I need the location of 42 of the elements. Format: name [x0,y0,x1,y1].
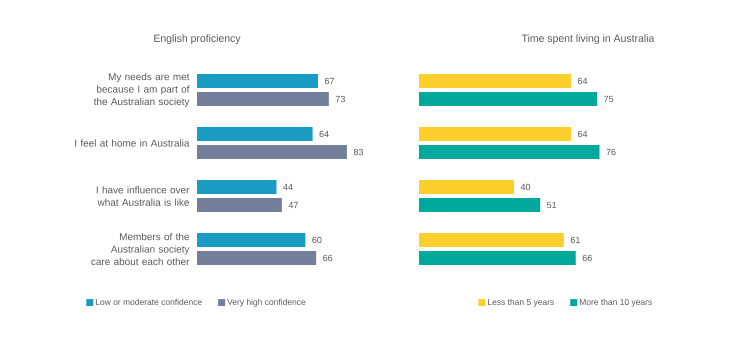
y-tick-label: I feel at home in Australia [75,139,190,147]
data-label: 60 [312,236,322,244]
bar [197,198,282,212]
bar [197,145,347,160]
data-label: 66 [582,254,592,262]
bar [197,251,316,266]
bar [197,180,276,194]
chart-title: English proficiency [154,34,241,44]
y-tick-label: I have influence over what Australia is like [96,186,190,206]
data-label: 67 [324,78,334,84]
y-tick-label: Members of the Australian society care about each other [91,232,190,266]
bar [419,232,564,247]
data-label: 64 [578,130,588,138]
bar [419,180,514,194]
bar [197,92,329,106]
bar [419,74,572,88]
bar [419,251,576,266]
data-label: 75 [604,96,614,102]
data-label: 40 [520,184,530,190]
y-tick-label: My needs are met because I am part of the Australian society [94,72,190,108]
data-label: 73 [336,96,345,102]
data-label: 44 [283,184,293,190]
bar [197,232,306,247]
data-label: 66 [323,254,332,262]
data-label: 83 [354,148,364,156]
data-label: 47 [288,202,298,208]
data-label: 64 [578,78,588,84]
chart-title: Time spent living in Australia [522,34,654,44]
data-label: 61 [570,236,580,244]
legend-label: Very high confidence [227,298,306,307]
bar [419,145,600,160]
bar [419,126,572,141]
data-label: 64 [320,130,329,138]
data-label: 51 [547,202,556,208]
bar [419,92,598,106]
bar [419,198,540,212]
legend-label: Less than 5 years [488,298,554,307]
legend-label: Low or moderate confidence [96,298,202,305]
bar [197,126,313,141]
data-label: 76 [606,148,616,156]
legend-label: More than 10 years [580,298,652,307]
bar [197,74,318,88]
